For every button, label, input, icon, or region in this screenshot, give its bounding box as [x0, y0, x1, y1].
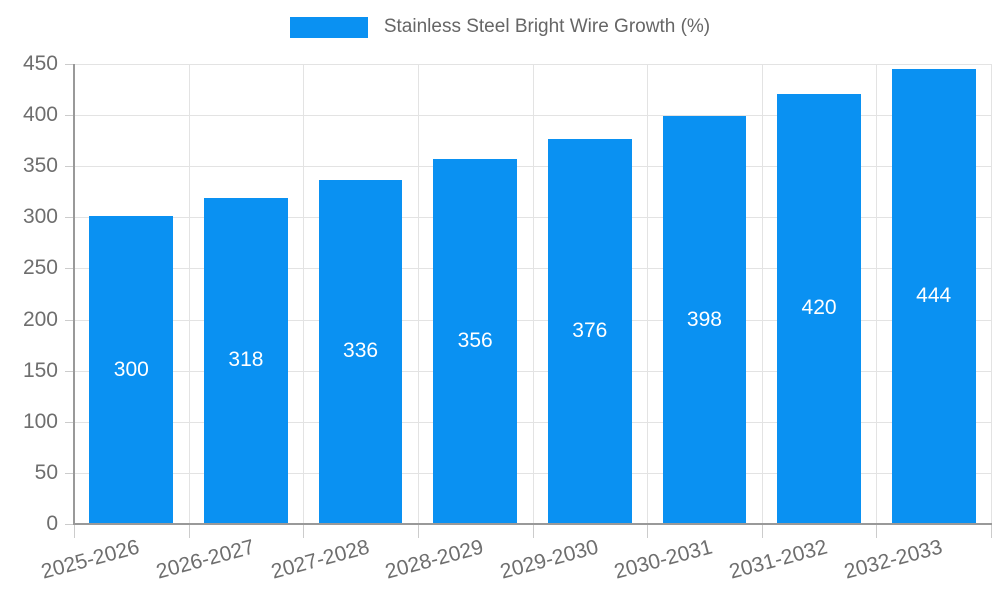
x-tick: [647, 524, 649, 538]
v-gridline: [991, 64, 992, 524]
bar[interactable]: 376: [547, 138, 632, 523]
bar-value-label: 356: [457, 329, 493, 353]
y-axis-label: 250: [22, 256, 58, 280]
bar[interactable]: 398: [662, 116, 747, 523]
y-axis-label: 400: [22, 103, 58, 127]
v-gridline: [761, 64, 763, 524]
y-axis-label: 150: [22, 358, 58, 382]
bar[interactable]: 336: [318, 179, 403, 523]
chart-legend[interactable]: Stainless Steel Bright Wire Growth (%): [0, 16, 1000, 38]
v-gridline: [188, 64, 190, 524]
bar[interactable]: 444: [891, 69, 976, 523]
y-axis-label: 350: [22, 154, 58, 178]
y-tick: [65, 370, 74, 372]
v-gridline: [532, 64, 534, 524]
y-axis-label: 200: [22, 307, 58, 331]
legend-series-label: Stainless Steel Bright Wire Growth (%): [383, 16, 711, 37]
bar-value-label: 444: [916, 284, 952, 308]
bar-value-label: 336: [343, 339, 379, 363]
v-gridline: [303, 64, 305, 524]
bar[interactable]: 420: [777, 93, 861, 523]
plot-area: 0 50 100 150 200 250 300 350 400 450 300 2025-2026 3…: [23, 53, 992, 584]
y-tick: [65, 268, 74, 270]
y-tick: [65, 319, 74, 321]
y-tick: [65, 472, 74, 474]
y-tick: [65, 421, 74, 423]
bar-value-label: 318: [228, 348, 264, 372]
v-gridline: [417, 64, 419, 524]
x-tick: [74, 524, 75, 538]
x-tick: [876, 524, 878, 538]
y-axis-line: [73, 64, 75, 524]
y-tick: [65, 166, 74, 168]
y-axis-label: 0: [46, 512, 58, 535]
x-tick: [761, 524, 763, 538]
legend-color-swatch: [289, 16, 368, 38]
y-tick: [65, 524, 74, 525]
bar[interactable]: 300: [89, 216, 174, 523]
x-tick: [188, 524, 190, 538]
y-axis-label: 100: [22, 409, 58, 433]
x-tick: [303, 524, 305, 538]
y-axis-label: 300: [22, 205, 58, 229]
v-gridline: [876, 64, 878, 524]
bar-value-label: 300: [113, 357, 149, 381]
bar[interactable]: 318: [204, 197, 288, 523]
bar[interactable]: 356: [433, 159, 518, 523]
y-tick: [65, 64, 74, 65]
x-tick: [417, 524, 419, 538]
x-axis-line: [73, 523, 992, 525]
y-axis-label: 50: [34, 460, 58, 484]
y-tick: [65, 217, 74, 219]
y-tick: [65, 115, 74, 117]
bar-value-label: 420: [801, 296, 837, 320]
bar-value-label: 376: [572, 318, 608, 342]
y-axis-label: 450: [22, 52, 58, 75]
x-tick: [991, 524, 992, 538]
x-tick: [532, 524, 534, 538]
v-gridline: [647, 64, 649, 524]
bar-value-label: 398: [686, 307, 722, 331]
